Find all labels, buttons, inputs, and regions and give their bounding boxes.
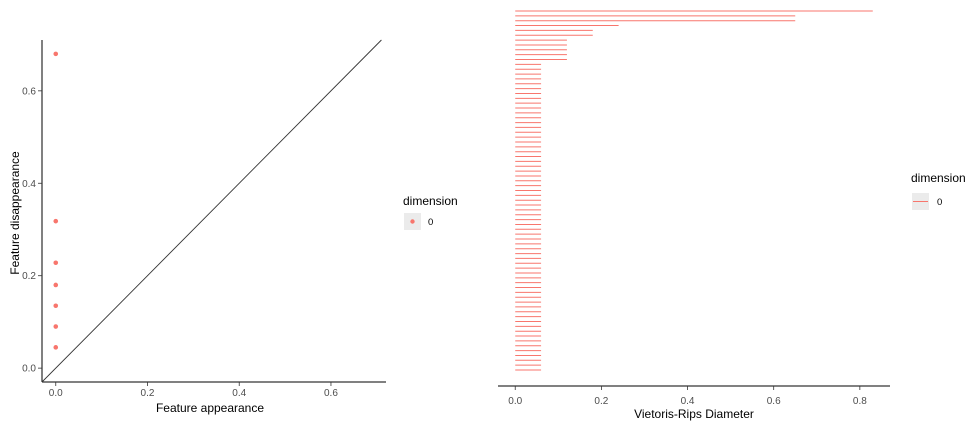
x-tick-label: 0.0 [508,396,522,407]
y-axis-ticks: 0.0 0.2 0.4 0.6 [22,86,42,375]
y-tick-label: 0.6 [22,86,36,97]
data-points [53,51,59,350]
x-axis-title: Vietoris-Rips Diameter [634,407,754,421]
diagonal-reference-line [41,39,382,383]
data-point [53,324,59,329]
persistence-barcode: 0.0 0.2 0.4 0.6 0.8 Vietoris-Rips Diameter d… [498,10,966,421]
x-axis-title: Feature appearance [156,401,264,415]
data-point [53,282,59,288]
x-tick-label: 0.6 [324,388,338,399]
y-tick-label: 0.4 [22,179,36,190]
x-axis-ticks: 0.0 0.2 0.4 0.6 [49,382,338,399]
y-axis-title: Feature disappearance [8,151,22,275]
legend: dimension 0 [911,171,966,210]
data-point [53,260,59,266]
x-tick-label: 0.2 [594,396,608,407]
x-tick-label: 0.0 [49,388,63,399]
data-point [53,303,59,309]
legend-title: dimension [403,194,458,208]
x-tick-label: 0.4 [232,388,246,399]
legend-title: dimension [911,171,966,185]
data-point [53,218,59,224]
barcode-bars [515,10,873,371]
y-tick-label: 0.2 [22,271,36,282]
x-tick-label: 0.4 [681,396,695,407]
x-tick-label: 0.8 [853,396,867,407]
y-tick-label: 0.0 [22,364,36,375]
x-tick-label: 0.6 [767,396,781,407]
x-tick-label: 0.2 [141,388,155,399]
legend-point-icon [410,219,415,224]
x-axis-ticks: 0.0 0.2 0.4 0.6 0.8 [508,386,867,407]
data-point [53,51,59,57]
legend-label: 0 [428,217,433,228]
data-point [53,345,59,350]
persistence-diagram: 0.0 0.2 0.4 0.6 0.0 0.2 0.4 0.6 Feature appear… [8,39,458,415]
legend-label: 0 [937,197,942,208]
legend: dimension 0 [403,194,458,230]
